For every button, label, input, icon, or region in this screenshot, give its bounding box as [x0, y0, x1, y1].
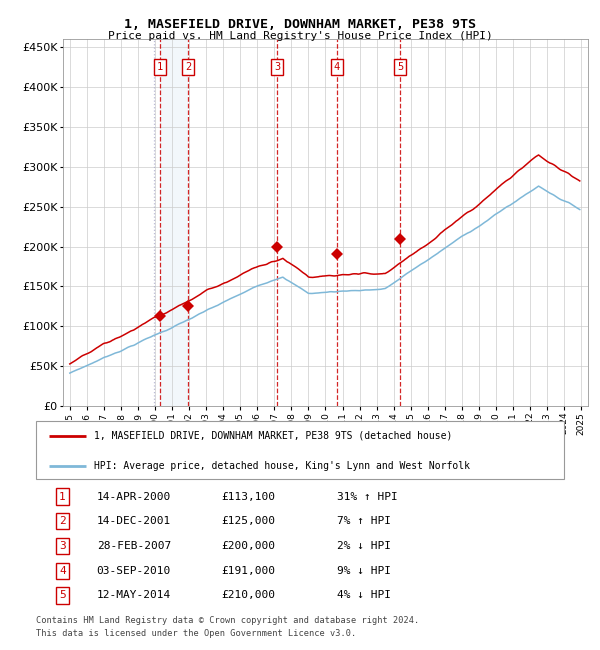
Text: £113,100: £113,100 [221, 491, 275, 502]
Text: 5: 5 [59, 590, 66, 601]
Text: 5: 5 [397, 62, 403, 72]
Text: 3: 3 [274, 62, 280, 72]
Text: 2% ↓ HPI: 2% ↓ HPI [337, 541, 391, 551]
Text: 2: 2 [185, 62, 191, 72]
Text: 1: 1 [59, 491, 66, 502]
Text: 1, MASEFIELD DRIVE, DOWNHAM MARKET, PE38 9TS: 1, MASEFIELD DRIVE, DOWNHAM MARKET, PE38… [124, 18, 476, 31]
Text: 12-MAY-2014: 12-MAY-2014 [97, 590, 171, 601]
Text: 4: 4 [334, 62, 340, 72]
Text: 14-APR-2000: 14-APR-2000 [97, 491, 171, 502]
Text: 4: 4 [59, 566, 66, 576]
Text: £200,000: £200,000 [221, 541, 275, 551]
Text: 1, MASEFIELD DRIVE, DOWNHAM MARKET, PE38 9TS (detached house): 1, MASEFIELD DRIVE, DOWNHAM MARKET, PE38… [94, 431, 452, 441]
Text: £191,000: £191,000 [221, 566, 275, 576]
Text: 1: 1 [157, 62, 163, 72]
Text: £210,000: £210,000 [221, 590, 275, 601]
Text: 03-SEP-2010: 03-SEP-2010 [97, 566, 171, 576]
Text: 31% ↑ HPI: 31% ↑ HPI [337, 491, 398, 502]
Text: 7% ↑ HPI: 7% ↑ HPI [337, 516, 391, 526]
FancyBboxPatch shape [36, 421, 564, 479]
Text: This data is licensed under the Open Government Licence v3.0.: This data is licensed under the Open Gov… [36, 629, 356, 638]
Text: 9% ↓ HPI: 9% ↓ HPI [337, 566, 391, 576]
Text: HPI: Average price, detached house, King's Lynn and West Norfolk: HPI: Average price, detached house, King… [94, 462, 470, 471]
Bar [160, 39, 188, 406]
Text: £125,000: £125,000 [221, 516, 275, 526]
Text: 2: 2 [59, 516, 66, 526]
Text: Contains HM Land Registry data © Crown copyright and database right 2024.: Contains HM Land Registry data © Crown c… [36, 616, 419, 625]
Text: 4% ↓ HPI: 4% ↓ HPI [337, 590, 391, 601]
Text: 14-DEC-2001: 14-DEC-2001 [97, 516, 171, 526]
Text: 3: 3 [59, 541, 66, 551]
Text: 28-FEB-2007: 28-FEB-2007 [97, 541, 171, 551]
Text: Price paid vs. HM Land Registry's House Price Index (HPI): Price paid vs. HM Land Registry's House … [107, 31, 493, 41]
